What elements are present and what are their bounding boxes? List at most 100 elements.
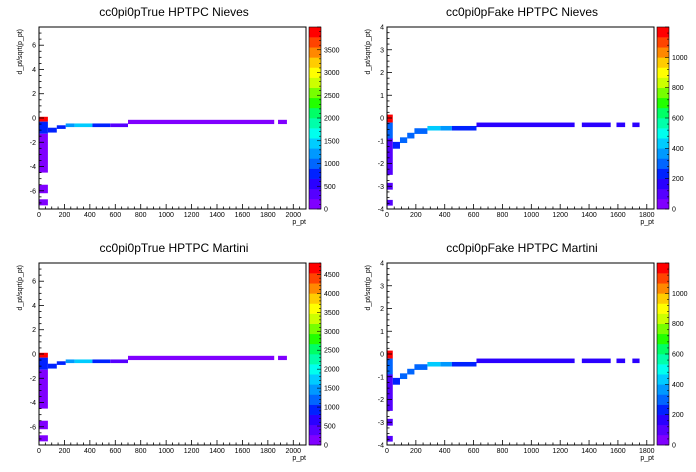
x-tick-label: 1600: [235, 448, 251, 455]
heatmap-cell: [616, 358, 626, 364]
heatmap-cell: [39, 184, 48, 194]
palette-segment: [309, 67, 321, 78]
palette-segment: [309, 97, 321, 109]
heatmap-cell: [39, 357, 48, 370]
heatmap-cell: [387, 138, 393, 175]
panel-title: cc0pi0pFake HPTPC Martini: [446, 241, 597, 255]
x-tick-label: 200: [59, 448, 71, 455]
palette-segment: [309, 148, 321, 159]
palette-tick-label: 0: [672, 443, 676, 450]
x-tick-label: 600: [109, 448, 121, 455]
palette-segment: [657, 414, 669, 426]
heatmap-cell: [387, 374, 393, 411]
palette-segment: [657, 424, 669, 436]
heatmap-cell: [440, 361, 452, 367]
palette-tick-label: 0: [672, 207, 676, 214]
palette-tick-label: 800: [672, 85, 684, 92]
palette-segment: [657, 364, 669, 375]
heatmap-cell: [414, 128, 428, 134]
palette-segment: [657, 97, 669, 109]
heatmap-cell: [632, 122, 640, 128]
x-tick-label: 400: [84, 448, 96, 455]
heatmap-cell: [39, 116, 48, 122]
palette-segment: [309, 414, 321, 426]
heatmap-cell: [128, 119, 275, 125]
heatmap-cell: [65, 123, 75, 128]
x-tick-label: 200: [59, 212, 71, 219]
heatmap-cell: [110, 123, 128, 128]
heatmap-cell: [392, 141, 400, 149]
palette-tick-label: 0: [324, 207, 328, 214]
palette-segment: [309, 404, 321, 415]
palette-tick-label: 3000: [324, 329, 340, 336]
heatmap-cell: [47, 127, 57, 133]
x-tick-label: 0: [385, 212, 389, 219]
y-tick-label: -1: [378, 138, 384, 145]
palette-segment: [657, 198, 669, 210]
palette-segment: [657, 168, 669, 179]
x-tick-label: 400: [439, 212, 451, 219]
heatmap-cell: [56, 125, 66, 129]
x-tick-label: 1400: [209, 448, 225, 455]
x-tick-label: 0: [385, 448, 389, 455]
heatmap-cell: [92, 123, 111, 128]
x-tick-label: 0: [37, 448, 41, 455]
heatmap-cell: [39, 133, 48, 173]
palette-segment: [657, 158, 669, 169]
palette-tick-label: 3500: [324, 47, 340, 54]
y-tick-label: 1: [380, 93, 384, 100]
heatmap-cell: [414, 364, 428, 370]
heatmap-cell: [399, 373, 408, 380]
palette-segment: [309, 293, 321, 304]
palette-tick-label: 1000: [324, 161, 340, 168]
y-tick-label: 3: [380, 283, 384, 290]
y-axis-title: d_pt/sqrt(p_pt): [365, 265, 372, 311]
heatmap-cell: [407, 132, 415, 139]
palette-tick-label: 600: [672, 352, 684, 359]
heatmap-cell: [39, 121, 48, 134]
x-tick-label: 1400: [581, 212, 597, 219]
palette-segment: [657, 148, 669, 159]
palette-tick-label: 1500: [324, 386, 340, 393]
heatmap-cell: [387, 199, 393, 206]
panel-title: cc0pi0pTrue HPTPC Nieves: [99, 5, 249, 19]
y-tick-label: 2: [380, 306, 384, 313]
palette-segment: [309, 374, 321, 385]
palette-segment: [309, 434, 321, 446]
heatmap-cell: [47, 363, 57, 369]
palette-segment: [657, 77, 669, 88]
y-tick-label: 0: [380, 116, 384, 123]
heatmap-cell: [39, 369, 48, 409]
palette-segment: [309, 364, 321, 375]
y-tick-label: -4: [30, 400, 36, 407]
y-tick-label: -2: [30, 140, 36, 147]
heatmap-cell: [427, 361, 441, 367]
palette-segment: [309, 188, 321, 200]
x-tick-label: 1800: [260, 212, 276, 219]
y-tick-label: 4: [380, 261, 384, 268]
heatmap-cell: [632, 358, 640, 364]
palette-tick-label: 1500: [324, 138, 340, 145]
panel-title: cc0pi0pFake HPTPC Nieves: [446, 5, 598, 19]
palette-segment: [657, 47, 669, 58]
y-tick-label: -4: [378, 207, 384, 214]
y-tick-label: 6: [32, 279, 36, 286]
y-tick-label: -2: [30, 376, 36, 383]
y-tick-label: 2: [32, 327, 36, 334]
palette-segment: [657, 343, 669, 355]
heatmap-cell: [92, 359, 111, 364]
x-tick-label: 600: [109, 212, 121, 219]
palette-segment: [309, 333, 321, 345]
heatmap-cell: [581, 122, 611, 128]
x-tick-label: 400: [84, 212, 96, 219]
palette-segment: [309, 323, 321, 335]
x-tick-label: 0: [37, 212, 41, 219]
heatmap-cell: [39, 352, 48, 358]
palette-segment: [657, 404, 669, 415]
palette-segment: [657, 313, 669, 324]
x-tick-label: 1600: [235, 212, 251, 219]
palette-segment: [309, 47, 321, 58]
